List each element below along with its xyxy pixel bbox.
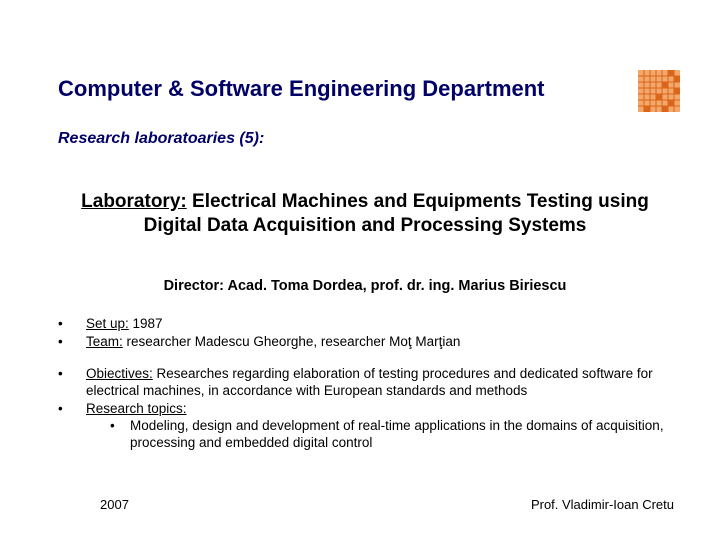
topic-text: Modeling, design and development of real… [130, 418, 680, 452]
page-title: Computer & Software Engineering Departme… [58, 76, 545, 102]
setup-value: 1987 [129, 316, 163, 331]
director-line: Director: Acad. Toma Dordea, prof. dr. i… [70, 278, 660, 294]
team-value: researcher Madescu Gheorghe, researcher … [123, 334, 461, 349]
section-subtitle: Research laboratoaries (5): [58, 130, 264, 148]
laboratory-name: Electrical Machines and Equipments Testi… [144, 191, 649, 236]
department-logo [638, 70, 680, 112]
objectives-label: Obiectives: [86, 366, 153, 381]
footer-author: Prof. Vladimir-Ioan Cretu [531, 497, 674, 512]
footer-year: 2007 [100, 497, 129, 512]
topics-label: Research topics: [86, 401, 187, 416]
list-item: • Research topics: [58, 401, 680, 418]
objectives-value: Researches regarding elaboration of test… [86, 366, 653, 398]
bullet-icon: • [58, 366, 86, 400]
list-item: • Team: researcher Madescu Gheorghe, res… [58, 334, 680, 351]
laboratory-title: Laboratory: Electrical Machines and Equi… [70, 190, 660, 238]
setup-label: Set up: [86, 316, 129, 331]
bullet-icon: • [58, 316, 86, 333]
list-item: • Obiectives: Researches regarding elabo… [58, 366, 680, 400]
list-item: • Set up: 1987 [58, 316, 680, 333]
bullet-icon: • [110, 418, 130, 452]
sub-list-item: • Modeling, design and development of re… [58, 418, 680, 452]
team-label: Team: [86, 334, 123, 349]
laboratory-prefix: Laboratory: [81, 191, 187, 212]
bullet-icon: • [58, 401, 86, 418]
bullet-icon: • [58, 334, 86, 351]
bullet-list: • Set up: 1987 • Team: researcher Madesc… [58, 316, 680, 452]
